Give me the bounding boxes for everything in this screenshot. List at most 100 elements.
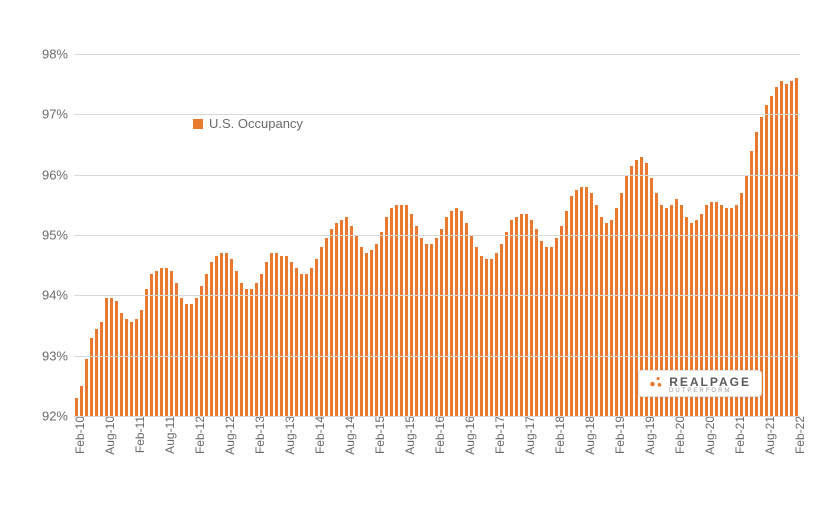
y-axis-label: 95% xyxy=(42,228,74,243)
bar xyxy=(195,298,199,416)
bar xyxy=(270,253,274,416)
bar xyxy=(605,223,609,416)
bar xyxy=(425,244,429,416)
bar xyxy=(470,235,474,416)
bar xyxy=(415,226,419,416)
bar xyxy=(290,262,294,416)
bar xyxy=(500,244,504,416)
bar xyxy=(570,196,574,416)
occupancy-chart: Feb-10Aug-10Feb-11Aug-11Feb-12Aug-12Feb-… xyxy=(0,0,830,515)
bar xyxy=(610,220,614,416)
bar xyxy=(765,105,769,416)
bar xyxy=(355,235,359,416)
bar xyxy=(245,289,249,416)
bar xyxy=(165,268,169,416)
bar xyxy=(495,253,499,416)
bar xyxy=(75,398,79,416)
x-axis-label: Feb-19 xyxy=(607,416,627,454)
bar xyxy=(100,322,104,416)
brand-badge: REALPAGE OUTPERFORM xyxy=(638,370,762,397)
legend: U.S. Occupancy xyxy=(193,116,303,131)
bar xyxy=(160,268,164,416)
bar xyxy=(420,238,424,416)
bar xyxy=(320,247,324,416)
x-axis-label: Aug-19 xyxy=(637,416,657,455)
x-axis-label: Aug-13 xyxy=(277,416,297,455)
legend-swatch-icon xyxy=(193,119,203,129)
bar xyxy=(295,268,299,416)
bar xyxy=(630,166,634,416)
x-axis-label: Feb-20 xyxy=(667,416,687,454)
bar xyxy=(485,259,489,416)
x-axis-label: Feb-17 xyxy=(487,416,507,454)
bar xyxy=(405,205,409,416)
bar xyxy=(330,229,334,416)
x-axis-label: Feb-12 xyxy=(187,416,207,454)
bar xyxy=(180,298,184,416)
bar xyxy=(780,81,784,416)
bar xyxy=(280,256,284,416)
bar xyxy=(230,259,234,416)
bar xyxy=(265,262,269,416)
x-axis-label: Aug-14 xyxy=(337,416,357,455)
y-axis-label: 97% xyxy=(42,107,74,122)
bar xyxy=(475,247,479,416)
x-axis-label: Aug-18 xyxy=(577,416,597,455)
bar xyxy=(490,259,494,416)
bar xyxy=(170,271,174,416)
bar xyxy=(175,283,179,416)
bar xyxy=(505,232,509,416)
bar xyxy=(395,205,399,416)
bar xyxy=(410,214,414,416)
bar xyxy=(275,253,279,416)
bar xyxy=(590,193,594,416)
bar xyxy=(535,229,539,416)
bar xyxy=(115,301,119,416)
bar xyxy=(520,214,524,416)
gridline xyxy=(74,416,800,417)
x-axis-label: Feb-11 xyxy=(127,416,147,453)
bar xyxy=(345,217,349,416)
bar xyxy=(390,208,394,416)
brand-name: REALPAGE xyxy=(669,375,751,389)
bar xyxy=(565,211,569,416)
y-axis-label: 92% xyxy=(42,409,74,424)
bar xyxy=(540,241,544,416)
bar xyxy=(580,187,584,416)
bar xyxy=(575,190,579,416)
bar xyxy=(585,187,589,416)
bar xyxy=(445,217,449,416)
x-axis-label: Aug-20 xyxy=(697,416,717,455)
bar xyxy=(190,304,194,416)
x-axis-label: Aug-16 xyxy=(457,416,477,455)
bar xyxy=(215,256,219,416)
gridline xyxy=(74,295,800,296)
bar xyxy=(620,193,624,416)
bar xyxy=(450,211,454,416)
bar xyxy=(615,208,619,416)
bar xyxy=(90,338,94,416)
gridline xyxy=(74,356,800,357)
bar xyxy=(140,310,144,416)
bar xyxy=(555,238,559,416)
bar xyxy=(440,229,444,416)
bar xyxy=(225,253,229,416)
gridline xyxy=(74,114,800,115)
y-axis-label: 94% xyxy=(42,288,74,303)
x-axis-label: Aug-15 xyxy=(397,416,417,455)
bar xyxy=(380,232,384,416)
y-axis-label: 96% xyxy=(42,167,74,182)
bar xyxy=(255,283,259,416)
x-axis-label: Aug-17 xyxy=(517,416,537,455)
bar xyxy=(135,319,139,416)
x-axis-label: Feb-16 xyxy=(427,416,447,454)
plot-area: Feb-10Aug-10Feb-11Aug-11Feb-12Aug-12Feb-… xyxy=(74,54,800,416)
bar xyxy=(375,244,379,416)
bar xyxy=(85,359,89,416)
bar xyxy=(315,259,319,416)
bar xyxy=(80,386,84,416)
bar xyxy=(365,253,369,416)
bar xyxy=(360,247,364,416)
bar xyxy=(510,220,514,416)
bar xyxy=(550,247,554,416)
